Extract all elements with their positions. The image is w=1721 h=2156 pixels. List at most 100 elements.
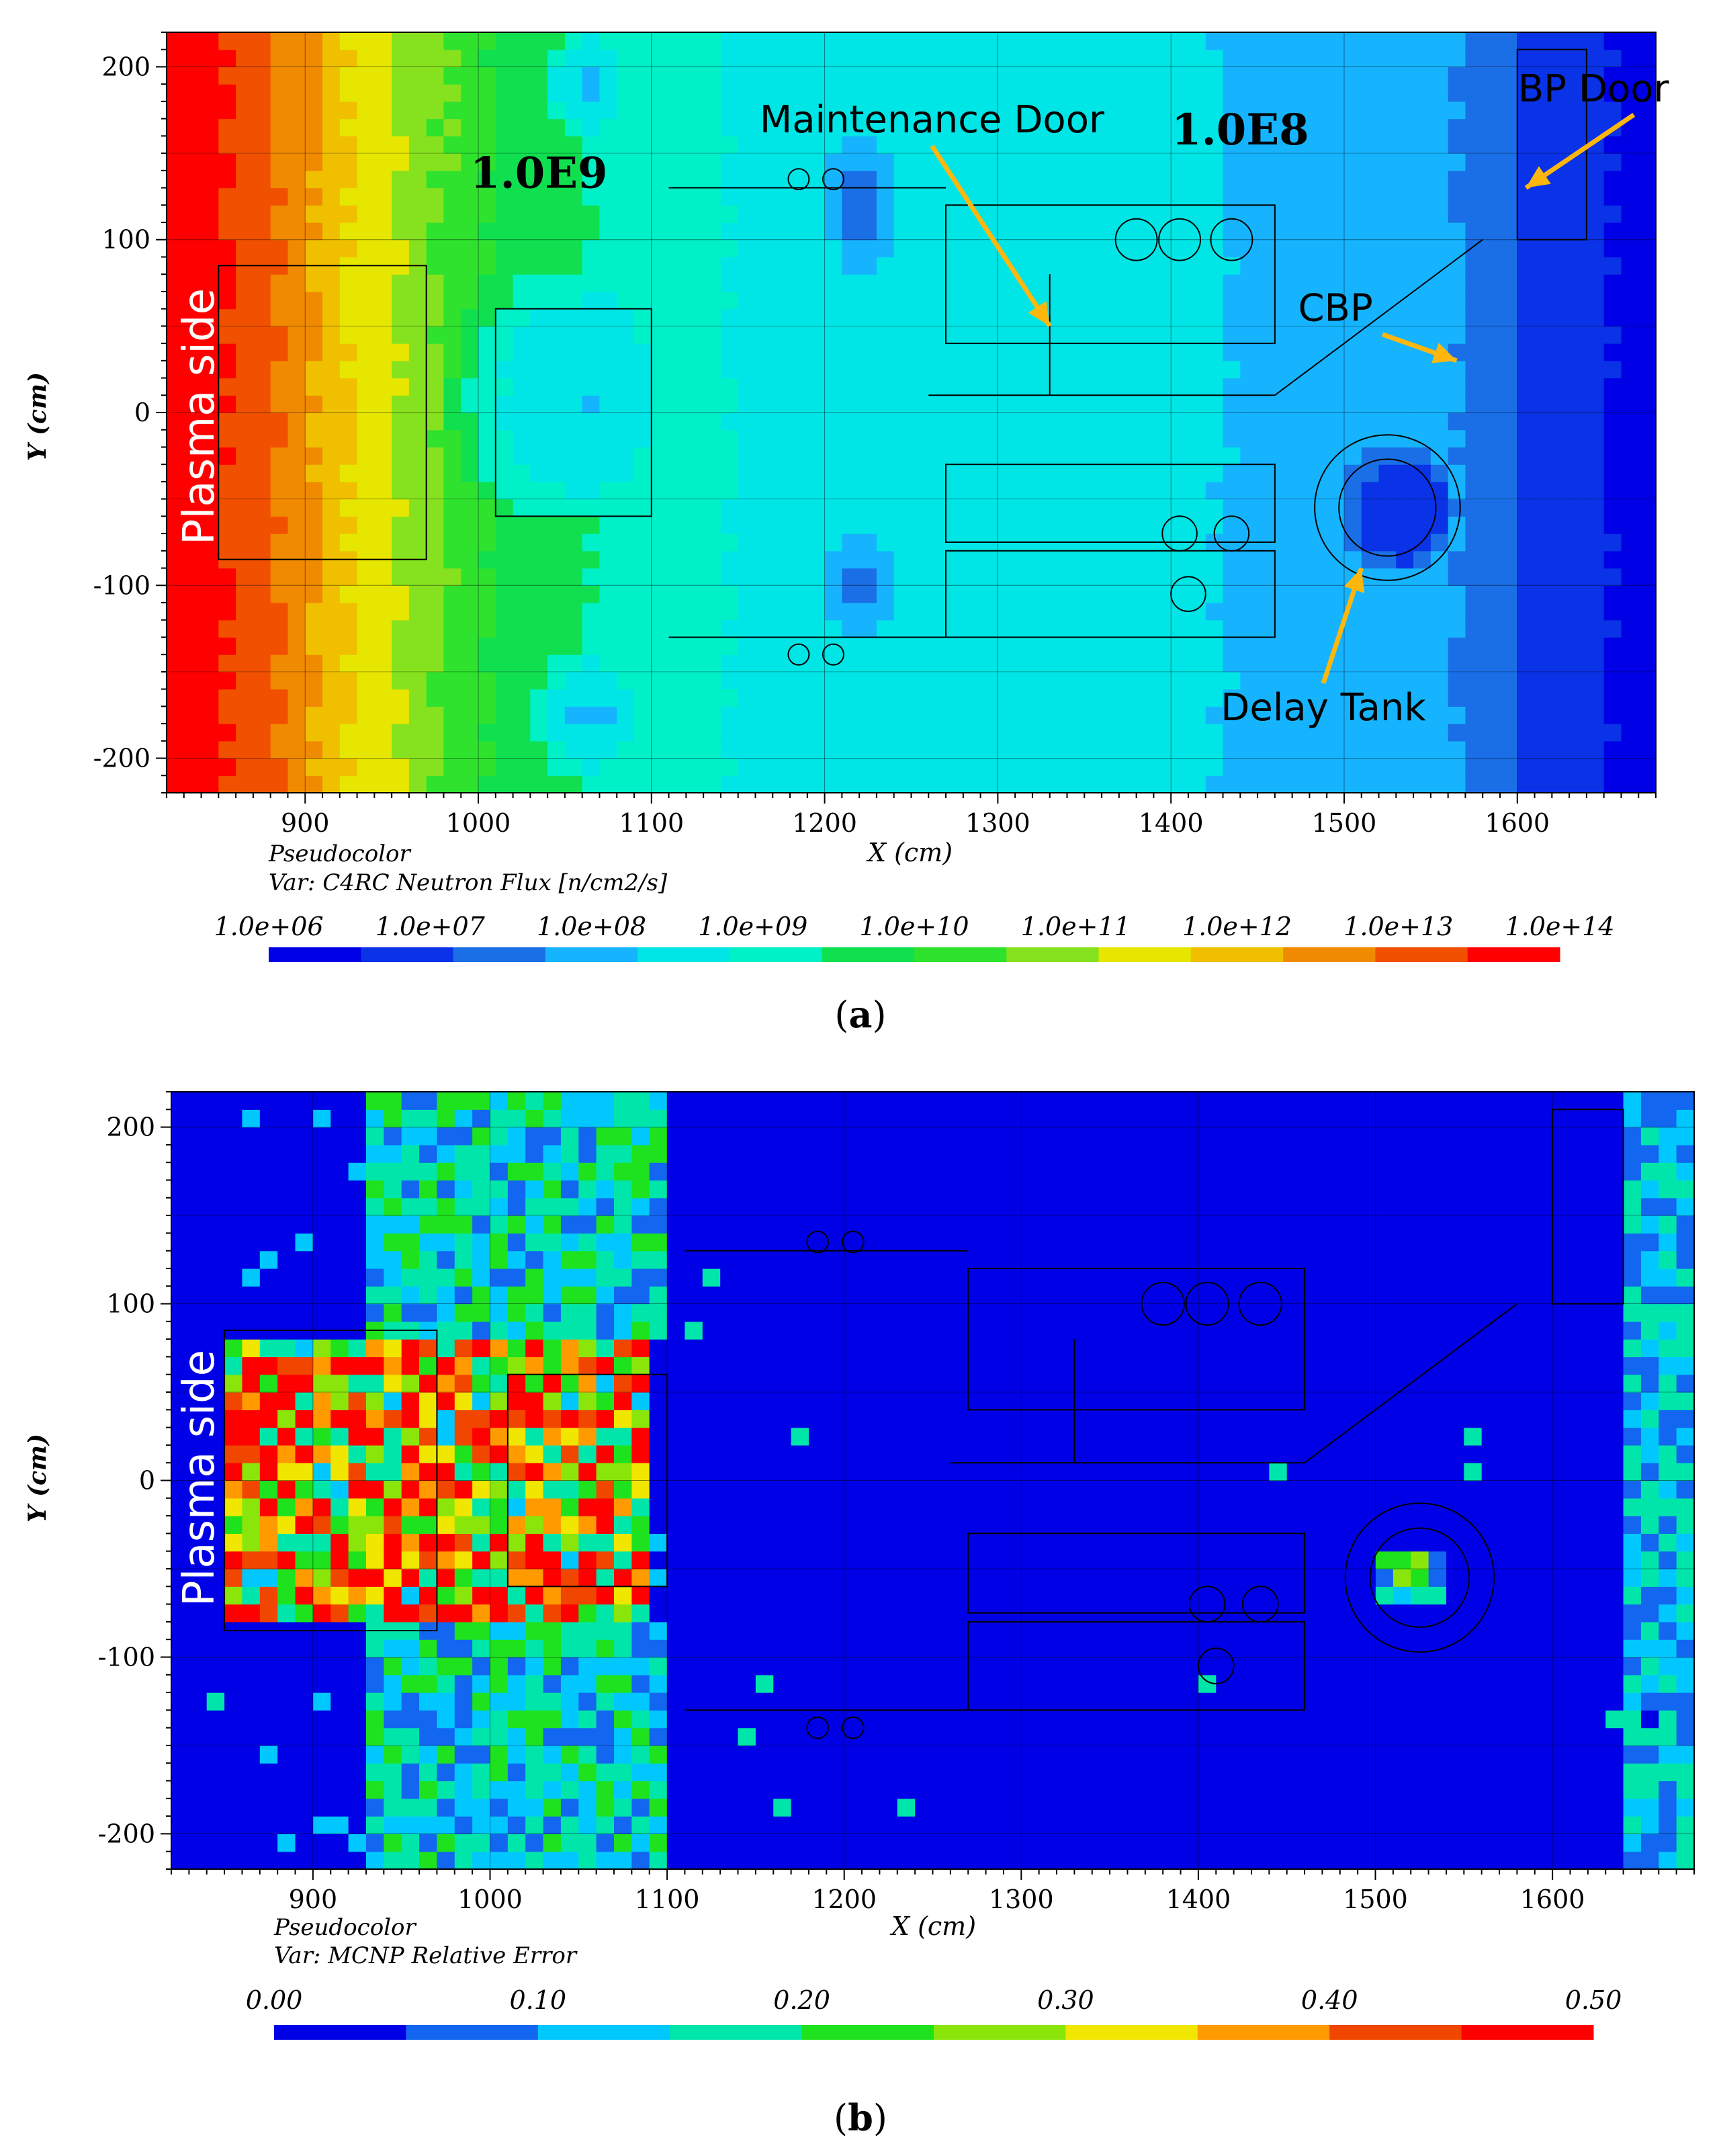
- flux-cell: [1050, 205, 1067, 222]
- flux-cell: [703, 689, 721, 707]
- flux-cell: [496, 326, 513, 343]
- flux-cell: [461, 516, 478, 533]
- flux-cell: [928, 551, 946, 568]
- flux-cell: [1517, 136, 1535, 153]
- flux-cell: [755, 153, 773, 171]
- flux-cell: [1240, 568, 1257, 586]
- flux-cell: [1500, 395, 1517, 413]
- flux-cell: [617, 309, 634, 327]
- error-cell: [437, 1215, 455, 1234]
- flux-cell: [357, 413, 375, 430]
- flux-cell: [669, 637, 687, 654]
- flux-cell: [374, 759, 392, 776]
- flux-cell: [322, 188, 340, 206]
- flux-cell: [1344, 654, 1362, 672]
- flux-cell: [1102, 205, 1119, 222]
- flux-cell: [652, 568, 669, 586]
- flux-cell: [218, 724, 236, 741]
- flux-cell: [1517, 603, 1535, 620]
- flux-cell: [305, 50, 322, 67]
- flux-cell: [703, 637, 721, 654]
- error-cell: [260, 1551, 278, 1569]
- flux-cell: [912, 240, 929, 257]
- flux-cell: [427, 551, 444, 568]
- flux-cell: [357, 378, 375, 396]
- error-cell: [277, 1356, 296, 1375]
- error-cell: [224, 1657, 242, 1675]
- flux-cell: [374, 171, 392, 188]
- flux-cell: [998, 447, 1015, 464]
- flux-cell: [894, 464, 912, 482]
- flux-cell: [1153, 689, 1171, 707]
- flux-cell: [547, 568, 565, 586]
- error-cell: [366, 1657, 384, 1675]
- flux-cell: [842, 447, 859, 464]
- flux-cell: [1292, 153, 1310, 171]
- flux-cell: [1379, 499, 1397, 517]
- flux-cell: [1638, 759, 1656, 776]
- flux-cell: [1275, 499, 1292, 517]
- error-cell: [171, 1710, 189, 1728]
- flux-cell: [1552, 533, 1569, 551]
- flux-cell: [1275, 568, 1292, 586]
- flux-cell: [1067, 222, 1085, 240]
- flux-cell: [1465, 292, 1483, 309]
- error-cell: [490, 1428, 508, 1446]
- flux-cell: [1067, 672, 1085, 689]
- error-cell: [455, 1428, 473, 1446]
- flux-cell: [1137, 464, 1154, 482]
- flux-cell: [1309, 464, 1327, 482]
- colorbar-swatch: [361, 947, 453, 962]
- flux-cell: [1050, 689, 1067, 707]
- flux-cell: [1535, 499, 1552, 517]
- flux-cell: [1552, 516, 1569, 533]
- flux-cell: [374, 464, 392, 482]
- flux-cell: [963, 67, 981, 84]
- flux-cell: [322, 136, 340, 153]
- error-cell: [561, 1799, 579, 1817]
- flux-cell: [1275, 84, 1292, 101]
- flux-cell: [253, 343, 271, 361]
- flux-cell: [478, 378, 496, 396]
- error-cell: [207, 1745, 225, 1764]
- flux-cell: [1379, 654, 1397, 672]
- error-cell: [437, 1604, 455, 1623]
- error-cell: [472, 1304, 490, 1322]
- flux-cell: [998, 516, 1015, 533]
- error-cell: [189, 1127, 207, 1146]
- flux-cell: [1257, 585, 1275, 603]
- flux-cell: [374, 101, 392, 119]
- flux-cell: [1171, 551, 1188, 568]
- flux-cell: [877, 672, 894, 689]
- flux-cell: [288, 672, 305, 689]
- flux-cell: [478, 50, 496, 67]
- flux-cell: [877, 361, 894, 378]
- flux-cell: [288, 153, 305, 171]
- flux-cell: [686, 395, 703, 413]
- flux-cell: [669, 240, 687, 257]
- error-cell: [543, 1410, 562, 1428]
- flux-cell: [392, 689, 409, 707]
- flux-cell: [738, 706, 756, 724]
- flux-cell: [825, 482, 842, 499]
- flux-cell: [1188, 84, 1206, 101]
- flux-cell: [565, 551, 582, 568]
- flux-cell: [1483, 136, 1500, 153]
- flux-cell: [167, 188, 184, 206]
- flux-cell: [928, 343, 946, 361]
- error-cell: [349, 1710, 367, 1728]
- flux-cell: [825, 309, 842, 327]
- flux-cell: [1223, 222, 1241, 240]
- error-cell: [419, 1215, 437, 1234]
- flux-cell: [652, 361, 669, 378]
- flux-cell: [859, 430, 877, 447]
- flux-cell: [1587, 620, 1604, 638]
- flux-cell: [1015, 689, 1032, 707]
- flux-cell: [721, 84, 738, 101]
- flux-cell: [877, 759, 894, 776]
- flux-cell: [1569, 50, 1587, 67]
- flux-cell: [218, 222, 236, 240]
- flux-cell: [825, 689, 842, 707]
- flux-cell: [1465, 568, 1483, 586]
- error-cell: [525, 1745, 543, 1764]
